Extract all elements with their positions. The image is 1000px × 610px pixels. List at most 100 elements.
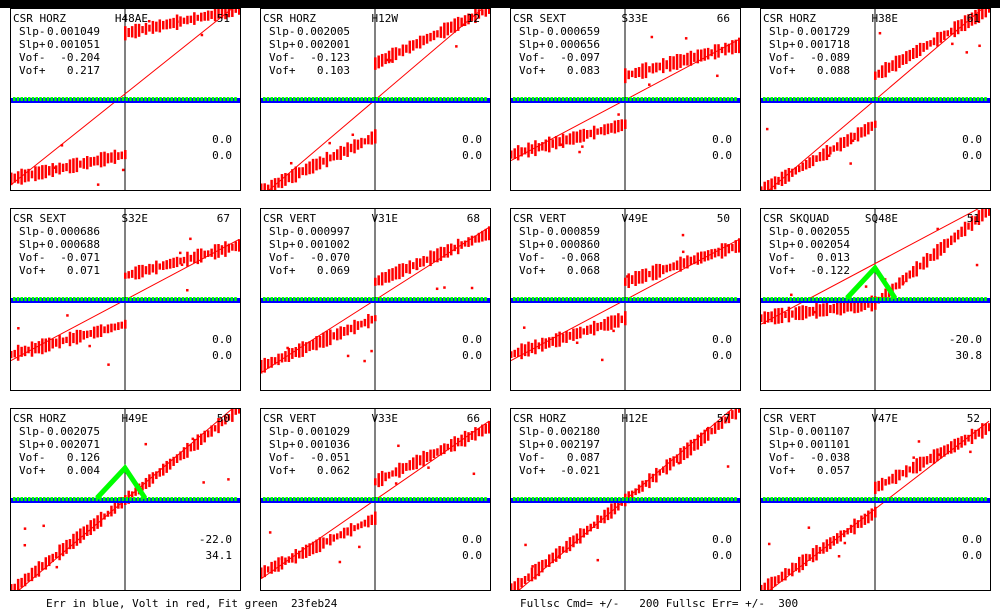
volt-point: [182, 17, 186, 24]
volt-point: [763, 582, 766, 590]
fit-point: [980, 497, 983, 501]
fit-point: [416, 97, 420, 101]
param-value-vof_plus: 0.071: [66, 264, 100, 277]
volt-point: [182, 447, 186, 460]
volt-point: [206, 10, 210, 21]
volt-point: [322, 157, 325, 165]
volt-outlier: [581, 145, 584, 148]
fit-point: [356, 497, 360, 501]
fit-point: [121, 497, 125, 501]
fit-point: [308, 497, 311, 501]
volt-point: [811, 548, 815, 563]
fit-point: [323, 97, 326, 101]
fit-point: [913, 297, 916, 301]
fit-point: [289, 297, 292, 301]
fit-point: [939, 497, 942, 501]
fit-point: [450, 297, 453, 301]
volt-point: [974, 9, 977, 25]
volt-point: [11, 584, 13, 590]
volt-point: [99, 511, 103, 527]
fit-point: [708, 497, 711, 501]
volt-point: [825, 145, 829, 161]
volt-point: [696, 252, 700, 265]
fit-point: [730, 497, 733, 501]
fit-point: [554, 97, 557, 101]
fit-point: [603, 497, 606, 501]
residual-2: 0.0: [962, 149, 982, 162]
top-bar: [0, 0, 1000, 8]
residual-1: 0.0: [462, 533, 482, 546]
param-label: Vof+: [269, 464, 296, 477]
sample-count: 51: [966, 212, 980, 225]
fit-point: [546, 97, 550, 101]
fit-point: [345, 297, 348, 301]
volt-point: [234, 241, 238, 252]
volt-point: [44, 557, 48, 570]
fit-point: [856, 97, 860, 101]
param-label: Vof-: [269, 251, 296, 264]
volt-point: [689, 256, 693, 265]
volt-point: [370, 131, 374, 145]
fit-point: [793, 497, 796, 501]
fit-point: [226, 97, 230, 101]
magnet-panel-H49E: CSR HORZ H49E 50 Slp- 0.002075 Slp+ 0.002071 Vo…: [10, 408, 241, 591]
param-value-vof_minus: -0.123: [310, 51, 350, 64]
volt-point: [158, 468, 162, 477]
volt-point: [34, 166, 37, 182]
volt-point: [565, 135, 568, 145]
volt-outlier: [969, 450, 972, 454]
volt-point: [967, 434, 970, 442]
volt-point: [206, 430, 210, 438]
volt-point: [113, 502, 117, 514]
fit-point: [356, 297, 360, 301]
residual-1: 0.0: [962, 133, 982, 146]
volt-point: [308, 341, 311, 352]
residual-2: 0.0: [462, 549, 482, 562]
volt-point: [763, 311, 766, 325]
fit-point: [804, 297, 807, 301]
fit-point: [625, 297, 628, 301]
volt-point: [325, 330, 329, 347]
fit-point: [875, 297, 878, 301]
fit-point: [326, 97, 330, 101]
volt-point: [963, 15, 967, 32]
fit-point: [770, 497, 773, 501]
fit-point: [95, 97, 98, 101]
volt-point: [467, 237, 470, 247]
volt-point: [579, 528, 582, 544]
fit-point: [54, 497, 57, 501]
fit-point: [189, 497, 192, 501]
volt-point: [554, 548, 558, 562]
volt-point: [41, 165, 44, 180]
fit-point: [170, 297, 173, 301]
fit-point: [901, 97, 905, 101]
volt-point: [488, 9, 490, 14]
fit-point: [394, 97, 397, 101]
residual-1: 0.0: [212, 133, 232, 146]
volt-point: [280, 174, 284, 189]
volt-point: [984, 9, 988, 18]
param-value-vof_minus: -0.038: [810, 451, 850, 464]
volt-outlier: [978, 44, 981, 48]
volt-point: [175, 256, 179, 268]
volt-point: [932, 248, 936, 261]
magnet-name: V33E: [371, 412, 399, 425]
volt-point: [582, 328, 586, 335]
residual-2: 0.0: [212, 149, 232, 162]
param-value-slp_minus: 0.000659: [547, 25, 600, 38]
volt-point: [554, 135, 558, 150]
volt-point: [318, 156, 322, 170]
volt-point: [20, 346, 23, 357]
param-value-slp_plus: 0.002071: [47, 438, 100, 451]
volt-point: [825, 302, 829, 317]
volt-point: [391, 47, 394, 63]
fit-point: [398, 297, 401, 301]
fit-peak: [95, 463, 148, 500]
fit-point: [285, 97, 288, 101]
fit-point: [263, 497, 266, 501]
volt-point: [477, 428, 481, 437]
volt-point: [65, 336, 68, 344]
volt-outlier: [765, 127, 769, 131]
volt-point: [738, 37, 740, 54]
volt-point: [918, 262, 922, 270]
